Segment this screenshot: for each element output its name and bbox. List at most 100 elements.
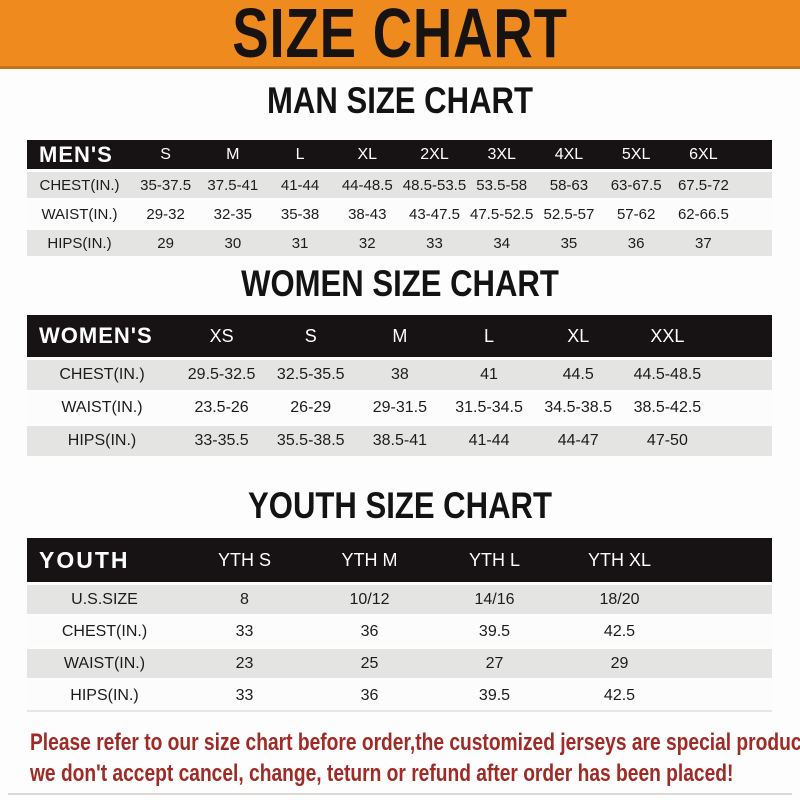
size-value-cell: 44-47 [557,432,599,449]
size-value-cell: 41-44 [468,432,510,449]
size-value-cell: 62-66.5 [677,205,729,223]
filler-cell [712,360,772,390]
size-value-cell: 44.5 [562,366,594,383]
size-value-cell: 41 [480,366,498,383]
row-label: HIPS(IN.) [27,681,182,712]
size-value-cell: 29 [610,654,629,672]
row-label: HIPS(IN.) [67,432,137,449]
row-label: CHEST(IN.) [59,366,145,383]
filler-cell [712,426,772,456]
row-label: CHEST(IN.) [61,622,148,640]
size-column-header: 6XL [689,145,718,163]
table-header-row: YOUTH YTH S YTH M YTH L YTH XL [27,538,772,582]
size-value-cell: 31 [291,234,309,252]
filler-cell [712,393,772,423]
men-size-table: MEN'S S M L XL 2XL 3XL 4XL 5XL 6XL CHEST(IN.) 35-37… [27,137,772,259]
row-label: CHEST(IN.) [39,176,120,194]
size-value-cell: 8 [240,590,249,608]
size-column-header: XXL [650,325,685,346]
size-column-header: 2XL [420,145,449,163]
women-section-heading: WOMEN SIZE CHART [241,263,559,304]
size-value-cell: 39.5 [478,622,511,640]
table-row: CHEST(IN.) 33 36 39.5 42.5 [27,617,772,646]
youth-section-heading: YOUTH SIZE CHART [248,485,552,526]
row-label: HIPS(IN.) [47,234,112,252]
filler-cell [682,585,772,614]
size-column-header: L [295,145,305,163]
size-value-cell: 10/12 [349,590,390,608]
row-label: WAIST(IN.) [61,399,143,416]
filler-cell [682,681,772,712]
size-value-cell: 47-50 [646,432,688,449]
size-value-cell: 31.5-34.5 [455,399,523,416]
size-value-cell: 29-32 [146,205,185,223]
row-label: U.S.SIZE [71,590,138,608]
women-size-table: WOMEN'S XS S M L XL XXL CHEST(IN.) 29.5-32.5 32.5… [27,312,772,459]
size-value-cell: 18/20 [599,590,640,608]
filler-cell [737,230,772,256]
size-value-cell: 35.5-38.5 [276,432,345,449]
table-row: HIPS(IN.) 33-35.5 35.5-38.5 38.5-41 41-44 44-… [27,426,772,456]
table-row: U.S.SIZE 8 10/12 14/16 18/20 [27,585,772,614]
table-header-row: MEN'S S M L XL 2XL 3XL 4XL 5XL 6XL [27,140,772,169]
notice-line-2: we don't accept cancel, change, teturn o… [30,760,734,787]
section-women: WOMEN SIZE CHART WOMEN'S XS S M L XL XXL CHEST(… [0,265,800,459]
table-row: WAIST(IN.) 29-32 32-35 35-38 38-43 43-47.5 47.… [27,201,772,227]
table-row: HIPS(IN.) 33 36 39.5 42.5 [27,681,772,712]
size-value-cell: 35-37.5 [140,176,192,194]
filler-cell [682,649,772,678]
size-value-cell: 35 [560,234,578,252]
size-column-header: S [160,145,171,163]
row-label: WAIST(IN.) [63,654,146,672]
size-value-cell: 29-31.5 [372,399,428,416]
size-column-header: 4XL [554,145,584,163]
bottom-divider [8,793,792,795]
size-value-cell: 37 [695,234,712,252]
size-value-cell: 36 [627,234,645,252]
size-column-header: YTH L [468,549,520,570]
size-value-cell: 33-35.5 [194,432,249,449]
size-column-header: XS [209,325,234,346]
size-value-cell: 23.5-26 [194,399,249,416]
size-value-cell: 38-43 [348,205,387,223]
filler-cell [737,201,772,227]
size-column-header: 5XL [621,145,651,163]
size-column-header: S [304,325,317,346]
size-value-cell: 36 [360,622,379,640]
size-value-cell: 47.5-52.5 [470,205,534,223]
size-value-cell: 34 [493,234,511,252]
size-value-cell: 39.5 [432,681,557,712]
size-value-cell: 57-62 [616,205,656,223]
size-value-cell: 33 [182,681,307,712]
size-column-header: XL [357,145,378,163]
size-column-header: YTH S [217,549,271,570]
table-corner-label: WOMEN'S [39,323,153,348]
size-value-cell: 33 [235,622,254,640]
row-label: WAIST(IN.) [41,205,118,223]
filler-cell [737,172,772,198]
size-value-cell: 32.5-35.5 [276,366,345,383]
size-value-cell: 34.5-38.5 [544,399,612,416]
table-corner-label: YOUTH [39,546,130,573]
table-header-row: WOMEN'S XS S M L XL XXL [27,315,772,357]
section-youth: YOUTH SIZE CHART YOUTH YTH S YTH M YTH L YTH… [0,487,800,715]
size-value-cell: 44-48.5 [341,176,393,194]
size-value-cell: 48.5-53.5 [402,176,467,194]
table-row: CHEST(IN.) 29.5-32.5 32.5-35.5 38 41 44.5 44.5… [27,360,772,390]
size-value-cell: 41-44 [280,176,320,194]
size-value-cell: 42.5 [557,681,682,712]
size-value-cell: 27 [485,654,504,672]
filler-cell [737,140,772,169]
size-value-cell: 26-29 [290,399,332,416]
filler-cell [682,617,772,646]
size-value-cell: 63-67.5 [610,176,662,194]
size-value-cell: 38.5-42.5 [633,399,702,416]
size-column-header: M [226,145,240,163]
youth-size-table: YOUTH YTH S YTH M YTH L YTH XL U.S.SIZE 8 10/12… [27,535,772,715]
page-header-banner: SIZE CHART [0,0,800,69]
size-value-cell: 32-35 [213,205,253,223]
size-value-cell: 32 [358,234,376,252]
size-column-header: M [392,325,408,346]
size-value-cell: 33 [426,234,443,252]
